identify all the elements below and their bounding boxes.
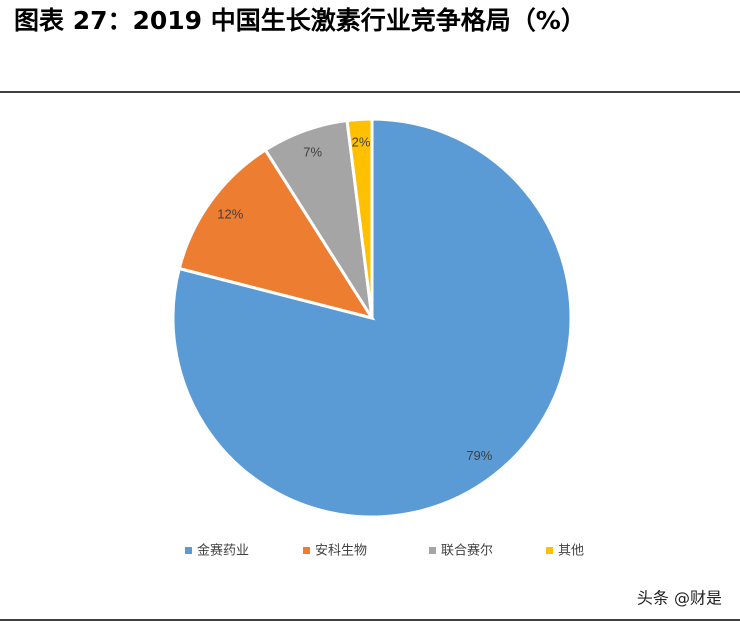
pie: 79% 12% 7% 2% [171, 117, 573, 519]
data-label: 7% [303, 145, 322, 160]
watermark: 头条 @财是 [637, 589, 722, 608]
data-label: 12% [217, 207, 243, 222]
legend-label: 其他 [558, 544, 584, 559]
legend-swatch [429, 547, 436, 554]
legend: 金赛药业 安科生物 联合赛尔 其他 [185, 543, 584, 559]
data-label: 2% [352, 135, 371, 150]
legend-label: 联合赛尔 [441, 543, 493, 559]
legend-swatch [546, 547, 553, 554]
legend-label: 金赛药业 [197, 543, 249, 559]
pie-slice [345, 117, 374, 319]
chart-title: 图表 27：2019 中国生长激素行业竞争格局（%） [14, 6, 586, 35]
pie-slice [177, 147, 376, 321]
legend-label: 安科生物 [315, 544, 367, 559]
legend-swatch [185, 547, 192, 554]
data-label: 79% [466, 448, 492, 463]
legend-swatch [303, 547, 310, 554]
